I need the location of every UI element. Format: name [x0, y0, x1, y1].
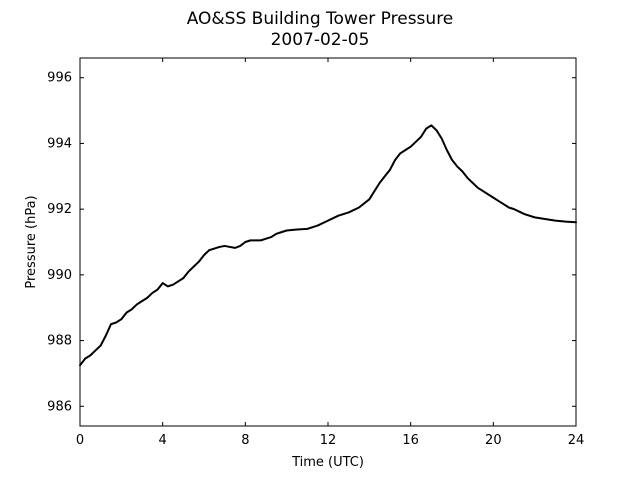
y-axis-ticks: 986 988 990 992 994 996 — [47, 71, 576, 414]
y-axis-label: Pressure (hPa) — [24, 195, 39, 288]
x-axis-ticks: 0 4 8 12 16 20 24 — [76, 58, 584, 448]
y-tick-label: 986 — [47, 399, 72, 414]
chart-subtitle: 2007-02-05 — [271, 30, 370, 50]
y-tick-label: 988 — [47, 334, 72, 349]
x-tick-label: 12 — [320, 433, 337, 448]
x-tick-label: 20 — [485, 433, 502, 448]
x-tick-label: 4 — [159, 433, 167, 448]
y-tick-label: 992 — [47, 202, 72, 217]
x-axis-label: Time (UTC) — [291, 455, 364, 470]
plot-area-frame — [79, 57, 577, 427]
x-tick-label: 0 — [76, 433, 84, 448]
x-tick-label: 16 — [402, 433, 419, 448]
chart-title: AO&SS Building Tower Pressure — [187, 9, 454, 29]
y-tick-label: 990 — [47, 268, 72, 283]
y-tick-label: 994 — [47, 136, 72, 151]
y-tick-label: 996 — [47, 71, 72, 86]
x-tick-label: 24 — [568, 433, 585, 448]
pressure-series-line — [79, 124, 577, 367]
series-layer — [79, 124, 577, 367]
x-tick-label: 8 — [241, 433, 249, 448]
